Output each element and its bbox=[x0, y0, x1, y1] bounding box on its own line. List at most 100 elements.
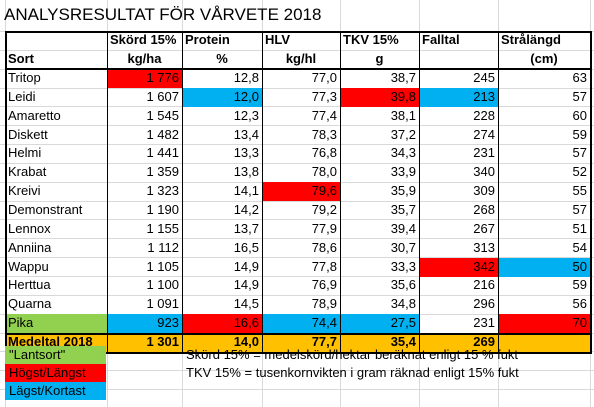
header-sort bbox=[5, 31, 107, 50]
cell-stra: 60 bbox=[572, 108, 587, 123]
cell-hlv: 77,9 bbox=[311, 221, 337, 236]
cell-sort: Demonstrant bbox=[8, 202, 83, 217]
cell-protein: 12,3 bbox=[233, 108, 259, 123]
cell-skord: 1 112 bbox=[147, 240, 179, 255]
unit-tkv: g bbox=[375, 51, 384, 66]
cell-protein: 14,9 bbox=[233, 277, 259, 292]
cell-stra: 59 bbox=[572, 127, 587, 142]
header-hlv: HLV bbox=[265, 32, 291, 47]
cell-protein: 13,4 bbox=[233, 127, 259, 142]
unit-stra: (cm) bbox=[530, 51, 558, 66]
page-title: ANALYSRESULTAT FÖR VÅRVETE 2018 bbox=[4, 5, 322, 24]
cell-falltal: 267 bbox=[473, 221, 495, 236]
cell-stra: 52 bbox=[572, 164, 587, 179]
table-border bbox=[5, 352, 591, 354]
cell-sort: Helmi bbox=[8, 145, 42, 160]
table-border bbox=[107, 31, 108, 354]
cell-stra: 57 bbox=[572, 202, 587, 217]
cell-tkv: 39,4 bbox=[390, 221, 416, 236]
cell-falltal: 245 bbox=[473, 70, 495, 85]
table-border bbox=[182, 31, 183, 354]
average-hlv: 77,7 bbox=[262, 333, 340, 352]
cell-stra: 56 bbox=[572, 296, 587, 311]
table-border bbox=[5, 68, 590, 70]
cell-falltal: 231 bbox=[473, 315, 495, 330]
cell-hlv: 79,2 bbox=[311, 202, 337, 217]
cell-skord: 1 482 bbox=[146, 127, 179, 142]
average-skord: 1 301 bbox=[107, 333, 182, 352]
cell-protein: 12,8 bbox=[233, 70, 259, 85]
average-falltal: 269 bbox=[419, 333, 498, 352]
cell-falltal: 216 bbox=[473, 277, 495, 292]
cell-hlv: 78,9 bbox=[311, 296, 337, 311]
legend-hogst: Högst/Längst bbox=[5, 364, 106, 382]
cell-protein: 14,5 bbox=[233, 296, 259, 311]
cell-tkv: 33,9 bbox=[390, 164, 416, 179]
note-skord: Skörd 15% = medelskörd/hektar beräknat e… bbox=[186, 347, 519, 362]
table-border bbox=[340, 31, 341, 354]
cell-hlv: 77,0 bbox=[311, 70, 337, 85]
cell-tkv: 30,7 bbox=[390, 240, 416, 255]
cell-hlv: 76,9 bbox=[311, 277, 337, 292]
cell-protein: 16,6 bbox=[182, 314, 262, 333]
unit-hlv: kg/hl bbox=[285, 51, 317, 66]
cell-sort: Herttua bbox=[8, 277, 51, 292]
cell-stra: 51 bbox=[572, 221, 587, 236]
average-stra bbox=[498, 333, 590, 352]
cell-tkv: 38,1 bbox=[390, 108, 416, 123]
cell-hlv: 77,3 bbox=[311, 89, 337, 104]
cell-skord: 923 bbox=[107, 314, 182, 333]
unit-falltal bbox=[419, 50, 498, 69]
cell-hlv: 78,3 bbox=[311, 127, 337, 142]
legend-lantsort: "Lantsort" bbox=[5, 346, 106, 364]
average-tkv: 35,4 bbox=[340, 333, 419, 352]
cell-falltal: 213 bbox=[419, 88, 498, 107]
cell-tkv: 37,2 bbox=[390, 127, 416, 142]
cell-skord: 1 091 bbox=[146, 296, 179, 311]
cell-stra: 50 bbox=[498, 258, 590, 277]
cell-hlv: 77,4 bbox=[311, 108, 337, 123]
cell-skord: 1 190 bbox=[146, 202, 179, 217]
cell-sort: Pika bbox=[5, 314, 107, 333]
cell-tkv: 27,5 bbox=[340, 314, 419, 333]
cell-sort: Lennox bbox=[8, 221, 51, 236]
cell-tkv: 39,8 bbox=[340, 88, 419, 107]
cell-protein: 16,5 bbox=[233, 240, 259, 255]
cell-hlv: 76,8 bbox=[311, 145, 337, 160]
cell-sort: Amaretto bbox=[8, 108, 61, 123]
cell-sort: Leidi bbox=[8, 89, 36, 104]
table-border bbox=[590, 31, 592, 354]
cell-protein: 13,8 bbox=[233, 164, 259, 179]
cell-tkv: 35,6 bbox=[390, 277, 416, 292]
unit-protein: % bbox=[216, 51, 228, 66]
cell-sort: Krabat bbox=[8, 164, 47, 179]
cell-sort: Quarna bbox=[8, 296, 52, 311]
cell-skord: 1 105 bbox=[146, 259, 179, 274]
cell-sort: Tritop bbox=[8, 70, 41, 85]
cell-stra: 57 bbox=[572, 145, 587, 160]
unit-sort: Sort bbox=[8, 51, 34, 66]
cell-hlv: 74,4 bbox=[262, 314, 340, 333]
cell-sort: Kreivi bbox=[8, 183, 41, 198]
cell-protein: 12,0 bbox=[182, 88, 262, 107]
header-stra: Strålängd bbox=[501, 32, 561, 47]
legend-lagst: Lägst/Kortast bbox=[5, 382, 106, 400]
cell-hlv: 79,6 bbox=[262, 182, 340, 201]
cell-falltal: 340 bbox=[473, 164, 495, 179]
cell-tkv: 35,7 bbox=[390, 202, 416, 217]
cell-stra: 63 bbox=[572, 70, 587, 85]
table-border bbox=[262, 31, 263, 354]
cell-stra: 54 bbox=[572, 240, 587, 255]
cell-protein: 14,1 bbox=[233, 183, 259, 198]
table-border bbox=[5, 31, 7, 354]
cell-skord: 1 100 bbox=[146, 277, 179, 292]
table-border bbox=[5, 31, 590, 33]
cell-skord: 1 776 bbox=[107, 69, 182, 88]
cell-sort: Wappu bbox=[8, 259, 49, 274]
cell-stra: 59 bbox=[572, 277, 587, 292]
cell-skord: 1 155 bbox=[146, 221, 179, 236]
cell-falltal: 274 bbox=[473, 127, 495, 142]
cell-protein: 14,9 bbox=[233, 259, 259, 274]
cell-falltal: 231 bbox=[473, 145, 495, 160]
average-protein: 14,0 bbox=[182, 333, 262, 352]
